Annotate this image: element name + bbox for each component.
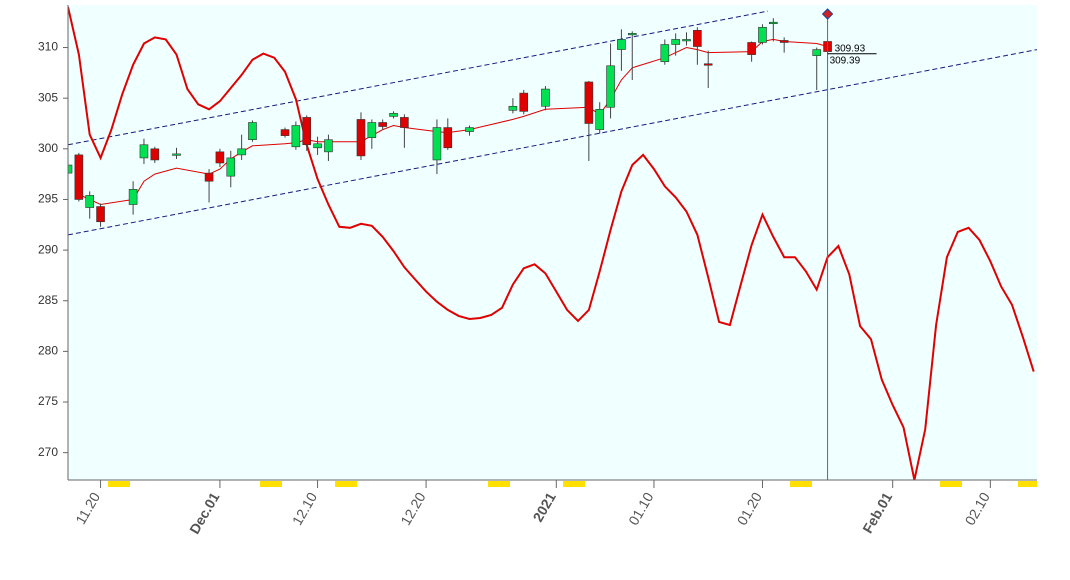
weekend-bar bbox=[108, 481, 1037, 487]
weekend-block bbox=[1018, 481, 1037, 487]
candle-body bbox=[356, 119, 366, 157]
candle-body bbox=[139, 144, 149, 159]
y-tick-label: 300 bbox=[38, 141, 58, 155]
candle-body bbox=[280, 129, 290, 136]
candle-body bbox=[85, 195, 95, 208]
candle-body bbox=[747, 42, 756, 55]
candle-body bbox=[400, 117, 409, 128]
candle-body bbox=[606, 65, 615, 108]
x-tick-label: 12.20 bbox=[397, 489, 428, 528]
candle-body bbox=[150, 148, 160, 161]
x-tick-label: Dec.01 bbox=[186, 489, 223, 536]
candle-body bbox=[508, 105, 518, 111]
y-tick-label: 295 bbox=[38, 192, 58, 206]
y-tick-label: 270 bbox=[38, 445, 58, 459]
x-tick-label: 02.10 bbox=[962, 489, 993, 528]
candle-body bbox=[617, 39, 626, 50]
x-tick-label: 2021 bbox=[529, 489, 559, 524]
candle-body bbox=[671, 39, 680, 45]
x-tick-label: 01.20 bbox=[734, 489, 765, 528]
weekend-block bbox=[108, 481, 130, 487]
candle-body bbox=[627, 33, 637, 36]
indicator-line bbox=[68, 6, 1035, 480]
x-tick-label: 12.10 bbox=[289, 489, 320, 528]
candle-body bbox=[682, 39, 691, 42]
y-tick-label: 275 bbox=[38, 394, 58, 408]
cursor-diamond bbox=[821, 8, 834, 20]
candle-body bbox=[389, 113, 398, 117]
weekend-block bbox=[488, 481, 510, 487]
candle-body bbox=[432, 127, 442, 161]
candle-body bbox=[313, 143, 322, 149]
candle-body bbox=[204, 172, 214, 182]
weekend-block bbox=[790, 481, 812, 487]
candle-body bbox=[324, 139, 333, 153]
candle-body bbox=[378, 122, 387, 127]
candle-body bbox=[172, 153, 181, 156]
y-tick-label: 305 bbox=[38, 90, 58, 104]
plot-area bbox=[68, 5, 1037, 480]
candle-body bbox=[291, 125, 301, 148]
channel-line bbox=[68, 49, 1037, 236]
candle-body bbox=[74, 154, 84, 200]
candle-body bbox=[465, 127, 474, 132]
candle-body bbox=[812, 49, 822, 56]
candle-body bbox=[226, 157, 236, 177]
y-tick-label: 290 bbox=[38, 242, 58, 256]
weekend-block bbox=[563, 481, 585, 487]
candle-body bbox=[68, 164, 73, 174]
y-tick-label: 310 bbox=[38, 40, 58, 54]
candle-body bbox=[237, 148, 246, 156]
candle-body bbox=[519, 92, 529, 112]
candle-body bbox=[758, 26, 767, 43]
candle-body bbox=[128, 189, 138, 205]
candle-body bbox=[660, 44, 670, 63]
channel-line bbox=[68, 10, 768, 146]
weekend-block bbox=[940, 481, 962, 487]
candle-body bbox=[215, 151, 225, 164]
weekend-block bbox=[260, 481, 282, 487]
candle-body bbox=[595, 109, 605, 130]
price-label: 309.39 bbox=[830, 56, 861, 67]
candle-body bbox=[541, 88, 550, 107]
x-tick-label: 11.20 bbox=[72, 489, 103, 527]
x-tick-label: Feb.01 bbox=[859, 489, 895, 536]
y-tick-label: 280 bbox=[38, 344, 58, 358]
candle-body bbox=[769, 21, 778, 25]
candle-body bbox=[96, 206, 105, 223]
candle-body bbox=[248, 122, 257, 141]
candle-body bbox=[302, 117, 312, 146]
candle-body bbox=[584, 81, 594, 124]
price-label: 309.93 bbox=[835, 44, 866, 55]
candle-body bbox=[693, 30, 702, 47]
weekend-block bbox=[335, 481, 357, 487]
candle-body bbox=[367, 122, 377, 138]
candle-body bbox=[443, 127, 453, 149]
candle-body bbox=[703, 63, 713, 66]
y-tick-label: 285 bbox=[38, 293, 58, 307]
x-tick-label: 01.10 bbox=[625, 489, 656, 528]
candle-body bbox=[779, 40, 789, 43]
